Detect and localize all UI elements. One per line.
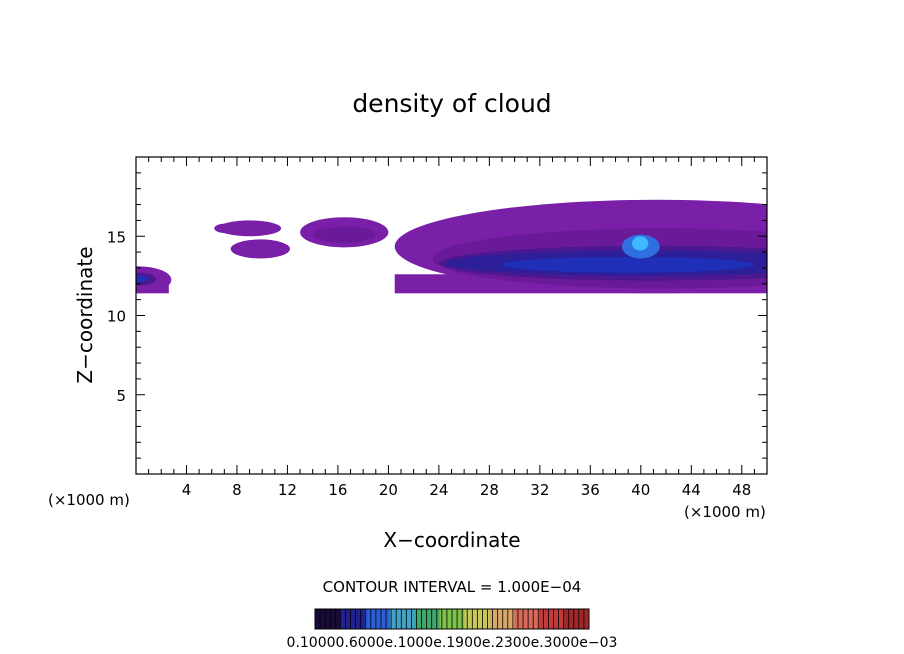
main-cloud-level-7 <box>631 236 649 251</box>
x-tick-label: 8 <box>232 481 242 499</box>
x-tick-label: 48 <box>732 481 751 499</box>
chart-title: density of cloud <box>352 89 551 118</box>
y-axis-label: Z−coordinate <box>73 246 97 383</box>
x-axis-label: X−coordinate <box>383 528 520 552</box>
x-tick-label: 20 <box>379 481 398 499</box>
cloud-contour-fills <box>136 199 767 294</box>
x-unit-right: (×1000 m) <box>684 503 766 521</box>
colorbar <box>314 608 590 630</box>
main-cloud-level-5 <box>501 256 755 273</box>
y-tick-label: 10 <box>107 308 126 326</box>
thin-cloud-level-1 <box>218 220 282 237</box>
x-tick-label: 40 <box>631 481 650 499</box>
colorbar-segment <box>339 609 366 629</box>
x-tick-label: 12 <box>278 481 297 499</box>
x-tick-label: 28 <box>480 481 499 499</box>
x-tick-label: 16 <box>328 481 347 499</box>
x-axis-ticks <box>148 157 755 474</box>
colorbar-segment <box>564 609 590 629</box>
x-tick-label: 32 <box>530 481 549 499</box>
colorbar-segment <box>489 609 515 629</box>
y-tick-label: 5 <box>116 387 126 405</box>
colorbar-frame <box>314 608 590 630</box>
thin-cloud-tail <box>214 223 237 234</box>
contour-interval-label: CONTOUR INTERVAL = 1.000E−04 <box>323 578 582 596</box>
colorbar-segment <box>414 609 441 629</box>
colorbar-segment <box>315 609 341 629</box>
y-tick-label: 15 <box>107 228 126 246</box>
colorbar-labels: 0.10000.6000e.1000e.1900e.2300e.3000e−03 <box>287 635 618 651</box>
x-tick-label: 4 <box>182 481 192 499</box>
y-axis-tick-labels: 5 10 15 <box>107 228 126 405</box>
x-tick-label: 44 <box>682 481 701 499</box>
small-patch-level-1 <box>230 239 290 259</box>
left-cloud-level-5 <box>136 275 148 283</box>
x-unit-left: (×1000 m) <box>48 491 130 509</box>
middle-cloud-level-2 <box>312 226 376 243</box>
x-axis-tick-labels: 4 8 12 16 20 24 28 32 36 40 44 48 <box>182 481 752 499</box>
x-tick-label: 24 <box>429 481 448 499</box>
y-axis-ticks <box>136 172 767 459</box>
x-tick-label: 36 <box>581 481 600 499</box>
